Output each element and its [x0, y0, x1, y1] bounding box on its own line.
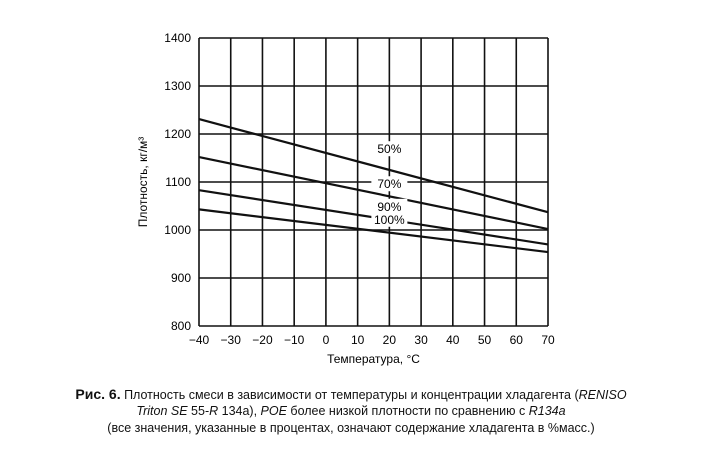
- y-tick-label: 1200: [164, 127, 191, 141]
- caption-line-2: Triton SE 55-R 134a), POE более низкой п…: [0, 403, 702, 420]
- series-label: 70%: [377, 177, 401, 191]
- caption-text: 134a),: [218, 404, 261, 418]
- series-label: 90%: [377, 200, 401, 214]
- y-tick-label: 1000: [164, 223, 191, 237]
- y-tick-label: 1100: [165, 175, 191, 189]
- series-label-bg: [371, 141, 408, 157]
- x-tick-label: 10: [351, 333, 365, 347]
- x-tick-label: 30: [414, 333, 428, 347]
- series-label-bg: [371, 176, 408, 192]
- y-axis-label: Плотность, кг/м³: [136, 137, 150, 228]
- caption-text: (все значения, указанные в процентах, оз…: [107, 421, 595, 435]
- x-tick-label: 70: [541, 333, 555, 347]
- x-tick-label: −20: [252, 333, 273, 347]
- caption-text: Triton SE: [136, 404, 188, 418]
- x-tick-label: 50: [478, 333, 492, 347]
- x-tick-label: 20: [383, 333, 397, 347]
- caption-text: Плотность смеси в зависимости от темпера…: [120, 388, 579, 402]
- series-line-50pct: [198, 118, 549, 214]
- caption-text: R: [209, 404, 219, 418]
- series-label-bg: [371, 211, 408, 227]
- x-tick-label: −10: [284, 333, 305, 347]
- x-tick-label: 40: [446, 333, 460, 347]
- figure-number: Рис. 6.: [75, 386, 121, 402]
- series-label-bg: [371, 198, 408, 214]
- y-tick-label: 1400: [164, 31, 191, 45]
- caption-line-1: Рис. 6. Плотность смеси в зависимости от…: [0, 386, 702, 404]
- x-axis-label: Температура, °C: [327, 352, 420, 366]
- series-line-70pct: [198, 155, 549, 231]
- caption-text: R134a: [528, 404, 566, 418]
- caption-text: 55-: [187, 404, 210, 418]
- y-tick-label: 800: [171, 319, 191, 333]
- caption-text: POE: [260, 404, 287, 418]
- x-tick-label: −30: [221, 333, 242, 347]
- series-label: 50%: [377, 142, 401, 156]
- series-line-100pct: [198, 208, 549, 254]
- y-tick-label: 1300: [164, 79, 191, 93]
- caption-text: RENISO: [578, 388, 627, 402]
- caption-text: более низкой плотности по сравнению с: [286, 404, 529, 418]
- density-chart: −40 −30 −20 −10 0 10 20 30 40 50 60 70 800 900 1000 110…: [136, 31, 555, 366]
- x-tick-label: −40: [189, 333, 210, 347]
- series-label: 100%: [374, 213, 405, 227]
- x-tick-label: 0: [323, 333, 330, 347]
- x-tick-label: 60: [510, 333, 524, 347]
- y-tick-label: 900: [171, 271, 191, 285]
- caption-line-3: (все значения, указанные в процентах, оз…: [0, 420, 702, 437]
